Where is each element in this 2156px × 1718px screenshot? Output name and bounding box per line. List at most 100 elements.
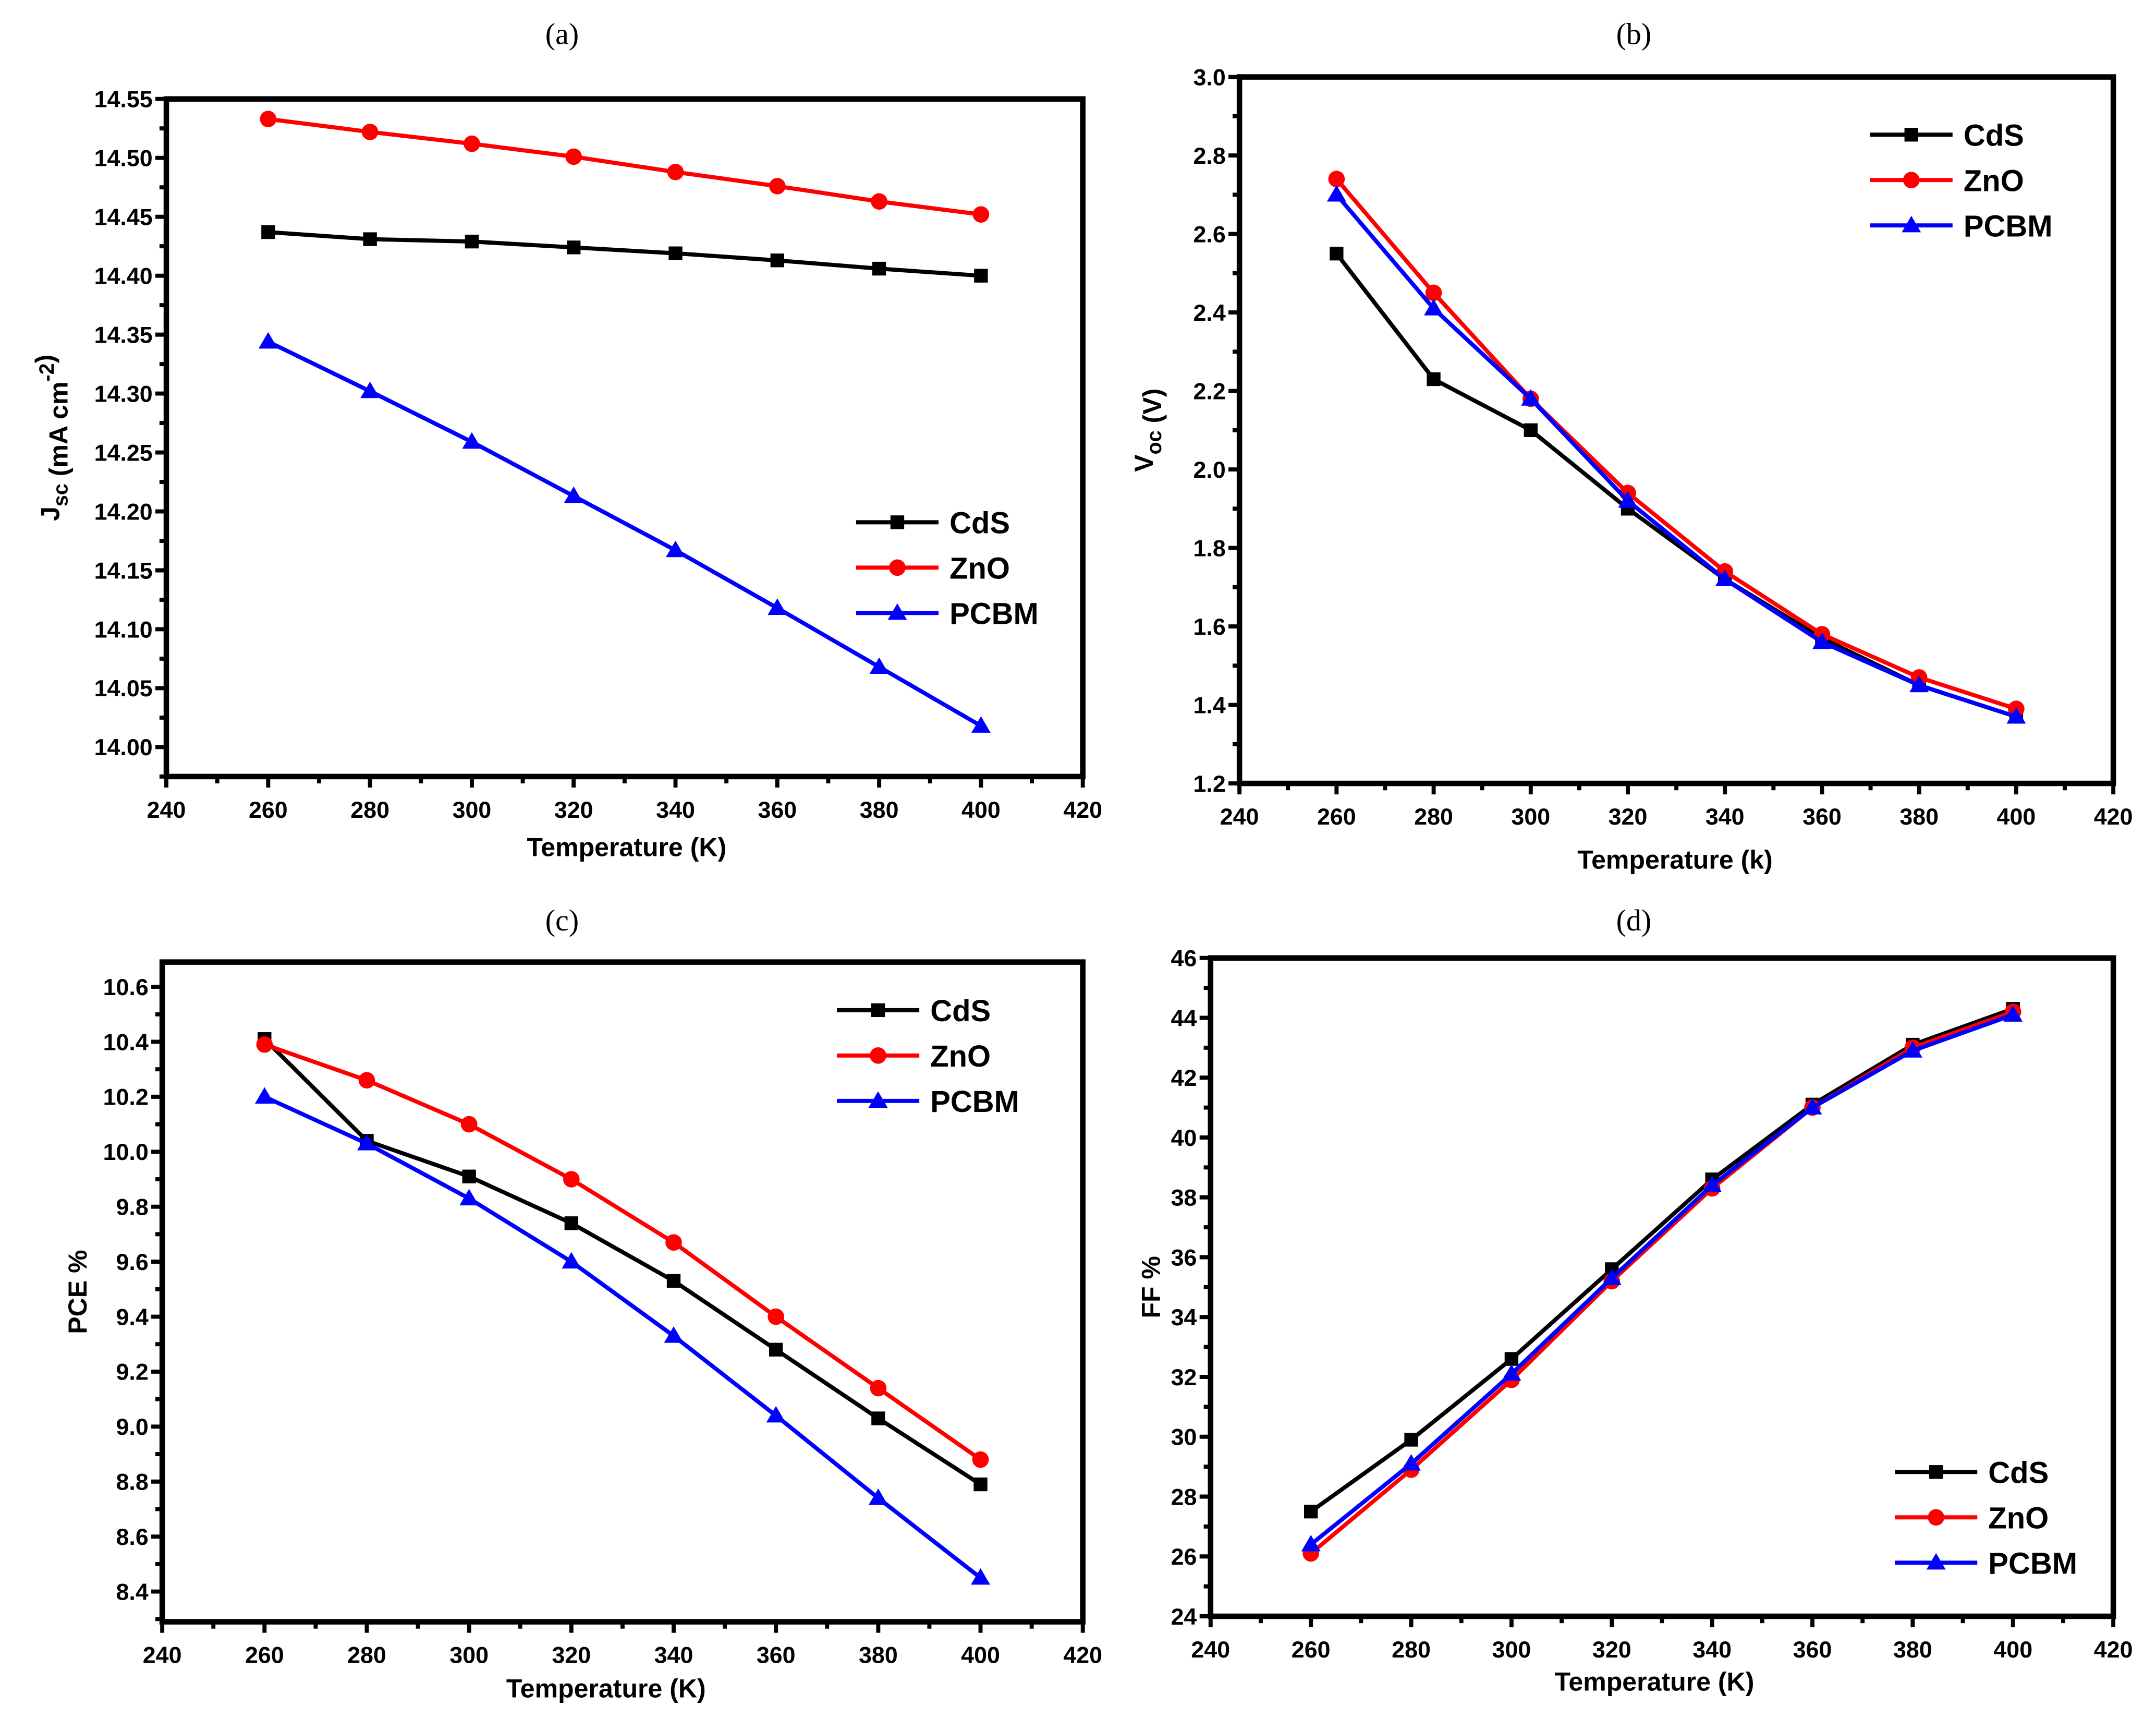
data-point bbox=[460, 1116, 478, 1133]
series-line bbox=[267, 117, 981, 217]
data-point bbox=[971, 1568, 990, 1585]
x-tick-label: 280 bbox=[347, 1642, 386, 1668]
series-line bbox=[1309, 1007, 2014, 1514]
data-point bbox=[973, 1477, 988, 1492]
series-line bbox=[267, 340, 982, 728]
data-point bbox=[972, 206, 990, 223]
y-tick-label: 14.45 bbox=[94, 204, 153, 230]
series-zno bbox=[1302, 1003, 2021, 1562]
data-point bbox=[1502, 1364, 1521, 1381]
x-tick-label: 260 bbox=[245, 1642, 284, 1668]
panel-c-title: (c) bbox=[545, 903, 579, 937]
series-line bbox=[268, 230, 981, 278]
y-tick-label: 9.4 bbox=[116, 1304, 149, 1330]
data-point bbox=[2003, 1005, 2023, 1022]
data-point bbox=[564, 1216, 579, 1230]
data-point bbox=[562, 1252, 581, 1269]
x-tick-label: 420 bbox=[2094, 804, 2133, 830]
data-point bbox=[665, 1234, 682, 1251]
x-tick-label: 240 bbox=[1220, 804, 1259, 830]
y-tick-label: 9.2 bbox=[116, 1359, 149, 1385]
series-cds bbox=[261, 225, 988, 283]
y-tick-label: 30 bbox=[1171, 1424, 1197, 1450]
series-line bbox=[1335, 177, 2017, 711]
data-point bbox=[361, 124, 379, 140]
series-line bbox=[1309, 1010, 2014, 1555]
legend-marker bbox=[889, 559, 906, 576]
data-point bbox=[2006, 707, 2026, 724]
x-tick-label: 260 bbox=[1292, 1637, 1331, 1663]
panel-a-title: (a) bbox=[545, 17, 579, 51]
panel-a-xlabel: Temperature (K) bbox=[527, 833, 726, 862]
x-tick-label: 280 bbox=[1414, 804, 1453, 830]
y-tick-label: 2.2 bbox=[1193, 378, 1226, 404]
series-line bbox=[263, 1095, 982, 1580]
x-tick-label: 360 bbox=[1802, 804, 1842, 830]
y-tick-label: 26 bbox=[1171, 1544, 1197, 1570]
y-tick-label: 14.10 bbox=[94, 616, 153, 643]
y-tick-label: 14.20 bbox=[94, 499, 153, 525]
data-point bbox=[664, 1326, 684, 1343]
x-tick-label: 380 bbox=[1893, 1637, 1932, 1663]
x-tick-label: 340 bbox=[654, 1642, 693, 1668]
y-axis-label-part: oc bbox=[1143, 430, 1166, 454]
legend-marker bbox=[887, 603, 907, 620]
y-axis-label-part: PCE % bbox=[63, 1250, 92, 1334]
x-tick-label: 240 bbox=[1191, 1637, 1230, 1663]
data-point bbox=[462, 1169, 476, 1183]
series-pcbm bbox=[254, 1087, 990, 1585]
data-point bbox=[358, 1072, 375, 1089]
y-tick-label: 3.0 bbox=[1193, 64, 1226, 90]
chart-1: 240 260 280 300 320 340 360 380 400 420 1.2 1.4 1.6 1… bbox=[1129, 64, 2133, 830]
y-tick-label: 9.6 bbox=[116, 1249, 149, 1275]
x-tick-label: 300 bbox=[1511, 804, 1550, 830]
series-pcbm bbox=[1326, 185, 2026, 724]
x-tick-label: 320 bbox=[1609, 804, 1648, 830]
data-point bbox=[1909, 675, 1929, 693]
y-tick-label: 14.55 bbox=[94, 87, 153, 113]
y-axis-label-part: J bbox=[35, 506, 65, 521]
x-tick-label: 260 bbox=[249, 797, 288, 823]
chart-2: 240 260 280 300 320 340 360 380 400 420 8.4 8.6 8.8 9… bbox=[63, 959, 1102, 1668]
y-axis-label-part: sc bbox=[49, 483, 72, 506]
x-tick-label: 240 bbox=[147, 797, 186, 823]
x-tick-label: 300 bbox=[1492, 1637, 1531, 1663]
legend-marker bbox=[1904, 128, 1918, 142]
data-point bbox=[972, 1451, 989, 1468]
data-point bbox=[1402, 1454, 1421, 1471]
data-point bbox=[363, 232, 377, 246]
y-tick-label: 9.0 bbox=[116, 1414, 149, 1440]
y-tick-label: 34 bbox=[1171, 1304, 1197, 1330]
x-tick-label: 400 bbox=[1997, 804, 2036, 830]
data-point bbox=[459, 1189, 479, 1206]
x-tick-label: 320 bbox=[554, 797, 593, 823]
panel-b-xlabel: Temperature (k) bbox=[1577, 845, 1773, 874]
chart-0: 240 260 280 300 320 340 360 380 400 420 14.00 14.05… bbox=[30, 87, 1102, 823]
data-point bbox=[564, 486, 583, 503]
data-point bbox=[360, 381, 380, 398]
panel-a: (a) Temperature (K) bbox=[527, 17, 726, 862]
series-line bbox=[1335, 193, 2017, 719]
y-tick-label: 14.05 bbox=[94, 675, 153, 701]
data-point bbox=[1404, 1433, 1418, 1447]
legend-label: PCBM bbox=[930, 1085, 1019, 1119]
panel-c: (c) Temperature (K) bbox=[506, 903, 706, 1703]
data-point bbox=[258, 332, 278, 349]
data-point bbox=[1504, 1352, 1519, 1366]
data-point bbox=[668, 246, 683, 260]
data-point bbox=[357, 1134, 376, 1151]
data-point bbox=[1702, 1176, 1722, 1192]
data-point bbox=[871, 1411, 885, 1425]
y-tick-label: 46 bbox=[1171, 946, 1197, 972]
legend-label: ZnO bbox=[949, 552, 1010, 585]
x-tick-label: 300 bbox=[449, 1642, 489, 1668]
x-tick-label: 340 bbox=[656, 797, 695, 823]
y-tick-label: 38 bbox=[1171, 1185, 1197, 1211]
data-point bbox=[971, 716, 991, 733]
y-tick-label: 44 bbox=[1171, 1005, 1197, 1031]
y-tick-label: 42 bbox=[1171, 1065, 1197, 1091]
data-point bbox=[1326, 185, 1346, 202]
series-line bbox=[1309, 1013, 2014, 1546]
data-point bbox=[666, 1274, 681, 1288]
data-point bbox=[974, 269, 988, 283]
